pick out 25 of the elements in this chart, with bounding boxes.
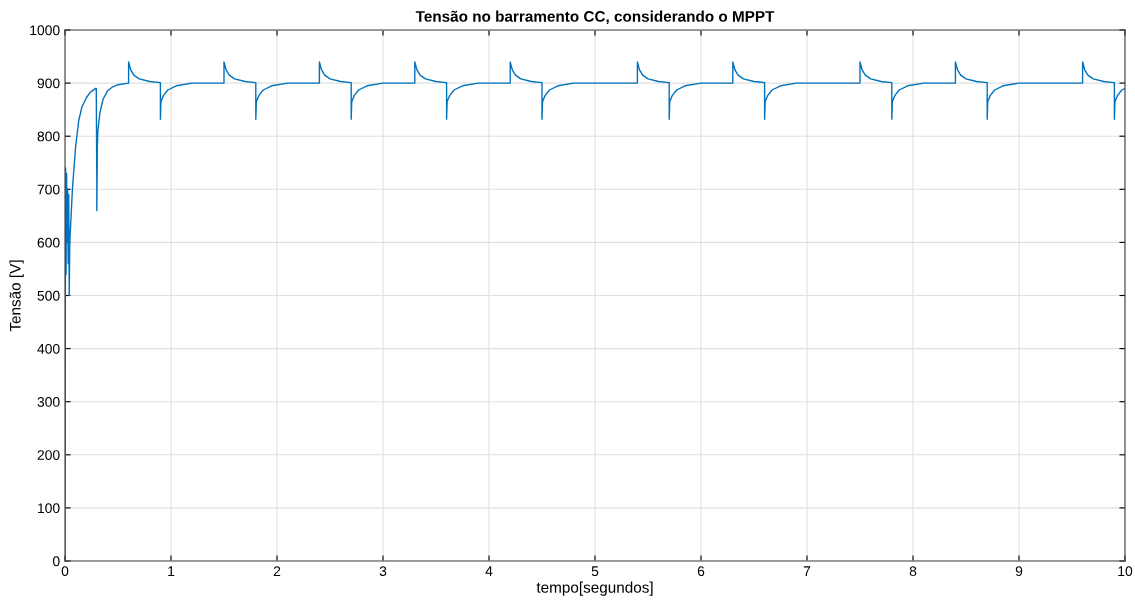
y-tick-label: 600 [37,237,60,248]
y-tick-label: 700 [37,184,60,195]
x-tick-label: 7 [803,566,811,576]
x-tick-label: 10 [1118,566,1133,577]
x-tick-label: 4 [485,566,493,576]
x-tick-label: 3 [379,566,387,577]
x-tick-label: 2 [273,566,281,576]
y-tick-label: 200 [37,450,60,460]
x-tick-label: 1 [168,566,175,576]
y-tick-label: 800 [37,131,60,142]
x-tick-label: 9 [1015,566,1023,577]
y-tick-label: 100 [38,503,60,514]
x-tick-label: 8 [909,566,917,577]
x-tick-label: 6 [697,566,705,577]
y-tick-label: 400 [37,343,60,354]
y-tick-label: 500 [37,290,60,301]
chart-title: Tensão no barramento CC, considerando o MPPT [415,10,775,25]
y-tick-label: 300 [37,397,60,407]
y-tick-label: 900 [37,78,60,89]
y-tick-label: 0 [52,556,60,567]
y-tick-label: 1000 [30,25,60,36]
y-axis-title: Tensão [V] [9,260,24,332]
x-axis-title: tempo[segundos] [536,581,653,596]
x-tick-label: 5 [591,566,599,577]
x-tick-label: 0 [61,566,69,577]
